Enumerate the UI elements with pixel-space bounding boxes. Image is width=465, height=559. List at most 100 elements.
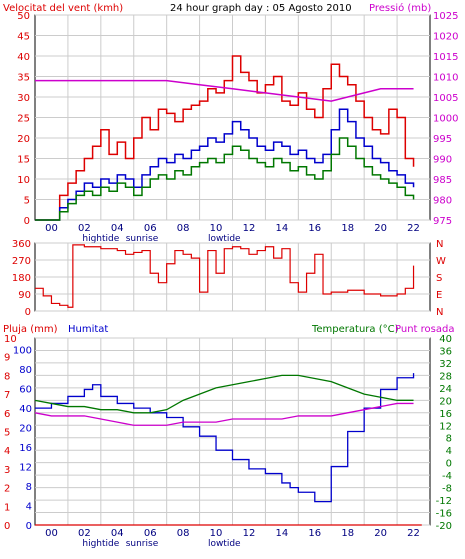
direction-tick-label: 360	[12, 239, 31, 250]
tide-annotation: lowtide	[208, 234, 241, 244]
temperature-tick-label: 20	[439, 396, 452, 407]
temperature-tick-label: 4	[446, 446, 452, 457]
wind-tick-label: 15	[17, 155, 30, 166]
x-tick-label: 12	[243, 528, 256, 539]
rain-tick-label: 5	[4, 428, 10, 439]
rain-tick-label: 4	[4, 446, 10, 457]
x-tick-label: 08	[177, 223, 190, 234]
pressure-tick-label: 980	[433, 196, 452, 207]
series-temperatura	[34, 374, 414, 414]
x-tick-label: 18	[341, 223, 354, 234]
direction-tick-label: 180	[12, 273, 31, 284]
rain-tick-label: 0	[4, 521, 10, 532]
temperature-tick-label: -12	[436, 496, 452, 507]
humidity-tick-label: 20	[19, 424, 32, 435]
x-tick-label: 04	[111, 223, 124, 234]
rain-tick-label: 3	[4, 465, 10, 476]
temperature-tick-label: 28	[439, 371, 452, 382]
wind-tick-label: 25	[17, 114, 30, 125]
x-tick-label: 08	[177, 528, 190, 539]
wind-tick-label: 45	[17, 32, 30, 43]
wind-axis-title: Velocitat del vent (kmh)	[3, 3, 123, 14]
tide-annotation: sunrise	[126, 539, 159, 549]
x-tick-label: 10	[210, 223, 223, 234]
x-tick-label: 10	[210, 528, 223, 539]
humidity-tick-label: 100	[13, 346, 32, 357]
temperature-tick-label: -16	[436, 509, 452, 520]
pressure-tick-label: 985	[433, 175, 452, 186]
x-tick-label: 04	[111, 528, 124, 539]
x-tick-label: 20	[374, 528, 387, 539]
x-tick-label: 16	[308, 223, 321, 234]
humidity-tick-label: 0	[26, 521, 32, 532]
x-tick-label: 16	[308, 528, 321, 539]
rain-tick-label: 7	[4, 390, 10, 401]
tide-annotation: lowtide	[208, 539, 241, 549]
pressure-tick-label: 990	[433, 155, 452, 166]
temperature-tick-label: -4	[442, 471, 452, 482]
rain-tick-label: 9	[4, 353, 10, 364]
rain-tick-label: 8	[4, 371, 10, 382]
pressure-tick-label: 975	[433, 216, 452, 227]
temperature-tick-label: 24	[439, 384, 452, 395]
compass-label: E	[436, 290, 442, 301]
wind-tick-label: 30	[17, 93, 30, 104]
x-tick-label: 02	[78, 223, 91, 234]
tide-annotation: sunrise	[126, 234, 159, 244]
pressure-tick-label: 1005	[433, 93, 458, 104]
rain-tick-label: 6	[4, 409, 10, 420]
series-direction	[35, 244, 415, 308]
temperature-tick-label: -20	[436, 521, 452, 532]
pressure-tick-label: 995	[433, 134, 452, 145]
compass-label: N	[436, 307, 443, 318]
temperature-tick-label: 32	[439, 359, 452, 370]
rain-tick-label: 2	[4, 484, 10, 495]
temperature-tick-label: 0	[446, 459, 452, 470]
temperature-tick-label: 36	[439, 346, 452, 357]
humidity-tick-label: 4	[26, 502, 32, 513]
tide-annotation: hightide	[82, 234, 119, 244]
humidity-tick-label: 80	[19, 365, 32, 376]
x-tick-label: 20	[374, 223, 387, 234]
rain-tick-label: 10	[4, 334, 17, 345]
humidity-tick-label: 40	[19, 404, 32, 415]
direction-tick-label: 90	[18, 290, 31, 301]
compass-label: N	[436, 239, 443, 250]
tide-annotation: hightide	[82, 539, 119, 549]
wind-tick-label: 5	[24, 196, 30, 207]
rain-tick-label: 1	[4, 502, 10, 513]
x-tick-label: 02	[78, 528, 91, 539]
temperature-tick-label: 40	[439, 334, 452, 345]
dewpoint-axis-title: Punt rosada	[395, 324, 454, 335]
series-mitjana	[35, 137, 415, 221]
wind-tick-label: 50	[17, 11, 30, 22]
rain-axis-title: Pluja (mm)	[3, 324, 58, 335]
humidity-tick-label: 8	[26, 482, 32, 493]
temperature-tick-label: -8	[442, 484, 452, 495]
series-velocitat	[35, 108, 415, 221]
wind-tick-label: 35	[17, 73, 30, 84]
wind-tick-label: 0	[24, 216, 30, 227]
series-pressi-	[35, 79, 414, 102]
x-tick-label: 18	[341, 528, 354, 539]
x-tick-label: 22	[407, 528, 420, 539]
x-tick-label: 12	[243, 223, 256, 234]
compass-label: W	[436, 256, 446, 267]
series-gust	[35, 55, 415, 221]
x-tick-label: 06	[144, 223, 157, 234]
series-humitat	[35, 373, 415, 503]
temperature-tick-label: 8	[446, 434, 452, 445]
humidity-tick-label: 16	[19, 443, 32, 454]
compass-label: S	[436, 273, 442, 284]
humidity-axis-title: Humitat	[68, 324, 108, 335]
humidity-tick-label: 12	[19, 463, 32, 474]
x-tick-label: 00	[45, 223, 58, 234]
wind-tick-label: 10	[17, 175, 30, 186]
pressure-tick-label: 1000	[433, 114, 458, 125]
pressure-axis-title: Pressió (mb)	[369, 2, 431, 14]
pressure-tick-label: 1020	[433, 32, 458, 43]
